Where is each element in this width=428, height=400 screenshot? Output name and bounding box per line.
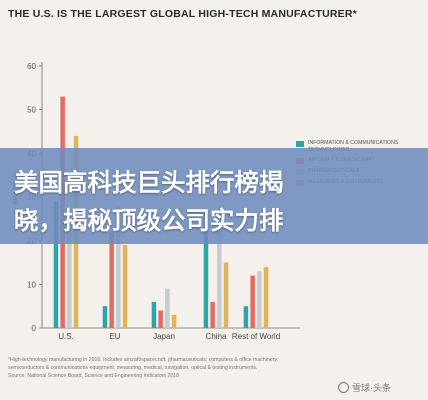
bar-4-5 <box>263 266 269 328</box>
bar-1-5 <box>243 306 249 328</box>
y-tick-label: 60 <box>27 62 36 71</box>
bar-2-3 <box>158 310 163 328</box>
bar-2-4 <box>210 301 215 328</box>
footnote: *High-technology manufacturing in 2016. … <box>8 356 348 380</box>
bar-4-2 <box>122 245 128 328</box>
watermark-text: 雪球·头条 <box>352 383 391 393</box>
bar-3-2 <box>116 205 121 328</box>
watermark: 雪球·头条 <box>338 381 391 394</box>
x-tick-label: Japan <box>153 332 175 341</box>
y-tick-label: 10 <box>27 280 36 289</box>
bar-3-5 <box>257 271 262 328</box>
bar-4-3 <box>171 314 177 328</box>
bar-3-4 <box>217 223 222 328</box>
overlay-line-1: 美国高科技巨头排行榜揭 <box>14 168 284 197</box>
footnote-line-1: *High-technology manufacturing in 2016. … <box>8 357 279 363</box>
bar-3-1 <box>67 218 72 328</box>
bar-1-2 <box>102 306 108 328</box>
bar-4-4 <box>223 262 229 328</box>
overlay-line-2: 晓，揭秘顶级公司实力排 <box>14 206 284 235</box>
chart-title: THE U.S. IS THE LARGEST GLOBAL HIGH-TECH… <box>8 8 357 20</box>
bar-2-2 <box>109 231 114 328</box>
overlay-headline: 美国高科技巨头排行榜揭 晓，揭秘顶级公司实力排 <box>14 164 418 240</box>
bar-1-1 <box>53 201 59 328</box>
y-tick-label: 50 <box>27 106 36 115</box>
bar-2-5 <box>250 275 255 328</box>
footnote-source: Source: National Science Board, Science … <box>8 373 180 380</box>
bar-1-3 <box>151 301 157 328</box>
bar-3-3 <box>165 288 170 328</box>
title-overlay-banner: 美国高科技巨头排行榜揭 晓，揭秘顶级公司实力排 <box>0 148 428 244</box>
x-tick-label: U.S. <box>58 332 74 341</box>
bar-1-4 <box>203 210 209 328</box>
footnote-line-2: semiconductors & communications equipmen… <box>8 365 258 372</box>
x-tick-label: EU <box>109 332 120 341</box>
x-tick-label: Rest of World <box>232 332 280 341</box>
watermark-logo-icon <box>338 382 349 393</box>
x-tick-label: China <box>206 332 227 341</box>
legend-swatch <box>296 141 304 147</box>
y-tick-label: 0 <box>32 324 37 333</box>
